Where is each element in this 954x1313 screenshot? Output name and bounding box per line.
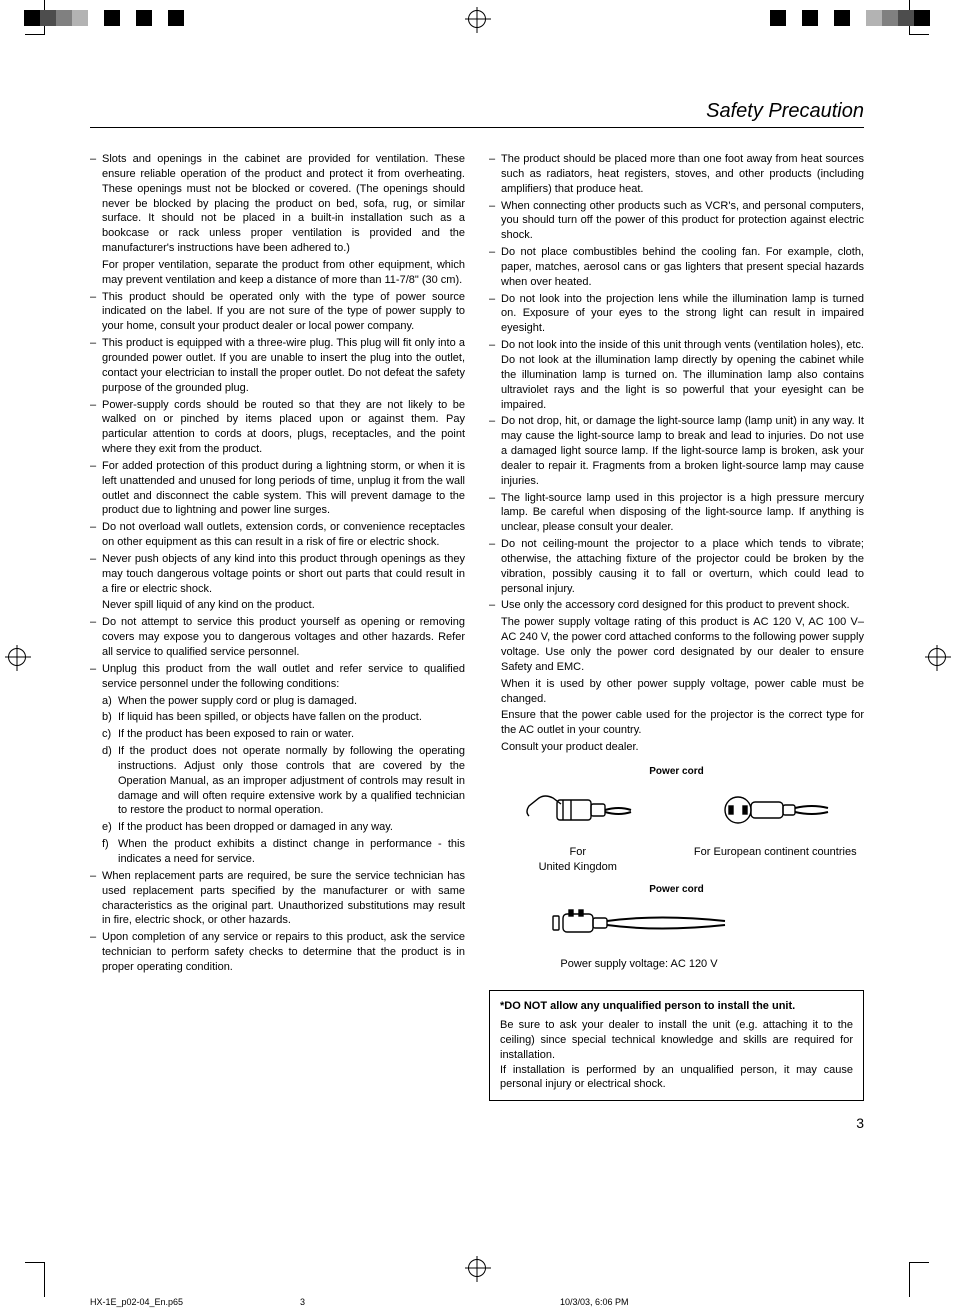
power-cord-section: Power cord ForUnited Kingdom (489, 765, 864, 972)
cord-label: Power cord (489, 765, 864, 779)
eu-plug-icon (720, 786, 830, 832)
uk-plug-icon (523, 786, 633, 832)
uk-caption: ForUnited Kingdom (489, 845, 667, 875)
registration-circle-right (928, 648, 946, 666)
bullet-item: –Do not drop, hit, or damage the light-s… (489, 414, 864, 488)
footer-filename: HX-1E_p02-04_En.p65 (90, 1297, 183, 1307)
bullet-item: –Slots and openings in the cabinet are p… (90, 152, 465, 256)
bullet-item: –Use only the accessory cord designed fo… (489, 598, 864, 613)
registration-circle-bottom (468, 1259, 486, 1277)
sub-item: e)If the product has been dropped or dam… (102, 820, 465, 835)
bullet-item: –This product is equipped with a three-w… (90, 336, 465, 395)
page-number: 3 (856, 1115, 864, 1131)
bullet-item: –For added protection of this product du… (90, 459, 465, 518)
bullet-continuation: When it is used by other power supply vo… (501, 677, 864, 707)
bullet-item: –Do not ceiling-mount the projector to a… (489, 537, 864, 596)
footer-date: 10/3/03, 6:06 PM (560, 1297, 629, 1307)
sub-item: b)If liquid has been spilled, or objects… (102, 710, 465, 725)
bullet-item: –Do not overload wall outlets, extension… (90, 520, 465, 550)
right-column: –The product should be placed more than … (489, 152, 864, 1101)
sub-item: d)If the product does not operate normal… (102, 744, 465, 818)
bullet-item: –Do not look into the inside of this uni… (489, 338, 864, 412)
left-column: –Slots and openings in the cabinet are p… (90, 152, 465, 1101)
colorbar-left (24, 10, 200, 31)
bullet-item: –The product should be placed more than … (489, 152, 864, 197)
bullet-item: –Power-supply cords should be routed so … (90, 398, 465, 457)
bullet-item: –Do not place combustibles behind the co… (489, 245, 864, 290)
bullet-item: –Unplug this product from the wall outle… (90, 662, 465, 692)
sub-item: f)When the product exhibits a distinct c… (102, 837, 465, 867)
sub-item: a)When the power supply cord or plug is … (102, 694, 465, 709)
us-plug-icon (549, 904, 729, 944)
page-title: Safety Precaution (90, 100, 864, 128)
registration-circle-top (468, 10, 486, 28)
bullet-continuation: Ensure that the power cable used for the… (501, 708, 864, 738)
warning-p2: If installation is performed by an unqua… (500, 1063, 853, 1093)
warning-p1: Be sure to ask your dealer to install th… (500, 1018, 853, 1063)
bullet-item: –This product should be operated only wi… (90, 290, 465, 335)
bullet-item: –Do not attempt to service this product … (90, 615, 465, 660)
page-content: Safety Precaution –Slots and openings in… (90, 100, 864, 1101)
bullet-item: –Do not look into the projection lens wh… (489, 292, 864, 337)
footer-pagenum: 3 (300, 1297, 305, 1307)
bullet-item: –When replacement parts are required, be… (90, 869, 465, 928)
sub-item: c)If the product has been exposed to rai… (102, 727, 465, 742)
registration-circle-left (8, 648, 26, 666)
warning-title: *DO NOT allow any unqualified person to … (500, 999, 853, 1014)
bullet-item: –Never push objects of any kind into thi… (90, 552, 465, 597)
colorbar-right (754, 10, 930, 31)
bullet-continuation: The power supply voltage rating of this … (501, 615, 864, 674)
bullet-continuation: Consult your product dealer. (501, 740, 864, 755)
bullet-item: –Upon completion of any service or repai… (90, 930, 465, 975)
bullet-item: –When connecting other products such as … (489, 199, 864, 244)
bullet-continuation: For proper ventilation, separate the pro… (102, 258, 465, 288)
bullet-item: –The light-source lamp used in this proj… (489, 491, 864, 536)
us-caption: Power supply voltage: AC 120 V (509, 957, 769, 972)
eu-caption: For European continent countries (687, 845, 865, 860)
warning-box: *DO NOT allow any unqualified person to … (489, 990, 864, 1101)
cord-label-2: Power cord (489, 883, 864, 897)
bullet-continuation: Never spill liquid of any kind on the pr… (102, 598, 465, 613)
